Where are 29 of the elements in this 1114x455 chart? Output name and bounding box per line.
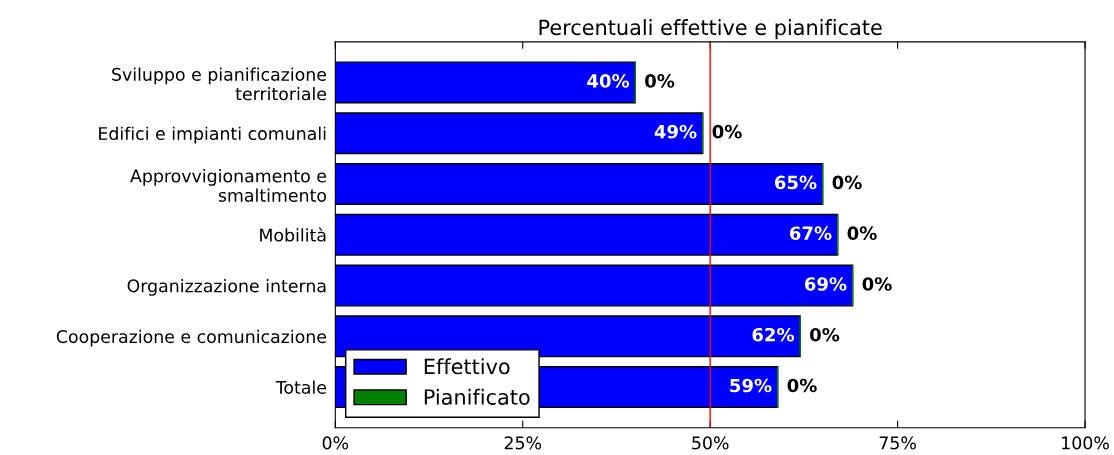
data-label: 0% [862, 277, 892, 291]
x-tick-label: 75% [879, 436, 916, 450]
data-label: 0% [645, 74, 675, 88]
legend-label: Pianificato [424, 388, 530, 405]
y-tick-label: Cooperazione e comunicazione [56, 329, 327, 347]
chart-title: Percentuali effettive e pianificate [539, 19, 882, 40]
data-label: 0% [810, 327, 840, 342]
x-tick-label: 100% [1062, 436, 1109, 450]
data-label: 65% [774, 175, 817, 190]
x-tick-label: 25% [504, 436, 542, 450]
data-label: 0% [712, 124, 742, 139]
data-label: 67% [789, 226, 832, 241]
y-tick-label: Organizzazione interna [127, 278, 326, 296]
data-label: 0% [847, 226, 877, 241]
data-label: 40% [587, 74, 630, 88]
x-tick-label: 0% [322, 436, 349, 450]
data-label: 69% [804, 277, 847, 291]
data-label: 49% [654, 124, 697, 139]
data-label: 0% [787, 378, 817, 393]
data-label: 0% [832, 175, 862, 190]
legend-label: Effettivo [424, 358, 510, 375]
data-label: 62% [752, 327, 795, 342]
y-tick-label: Edifici e impianti comunali [99, 126, 326, 144]
y-tick-label: Mobilità [260, 227, 326, 242]
data-label: 59% [730, 378, 772, 393]
y-tick-label: Totale [275, 380, 327, 394]
x-tick-label: 50% [692, 436, 729, 450]
y-tick-label: Sviluppo e pianificazione territoriale [112, 67, 327, 101]
y-tick-label: Approvvigionamento e smaltimento [130, 169, 327, 202]
